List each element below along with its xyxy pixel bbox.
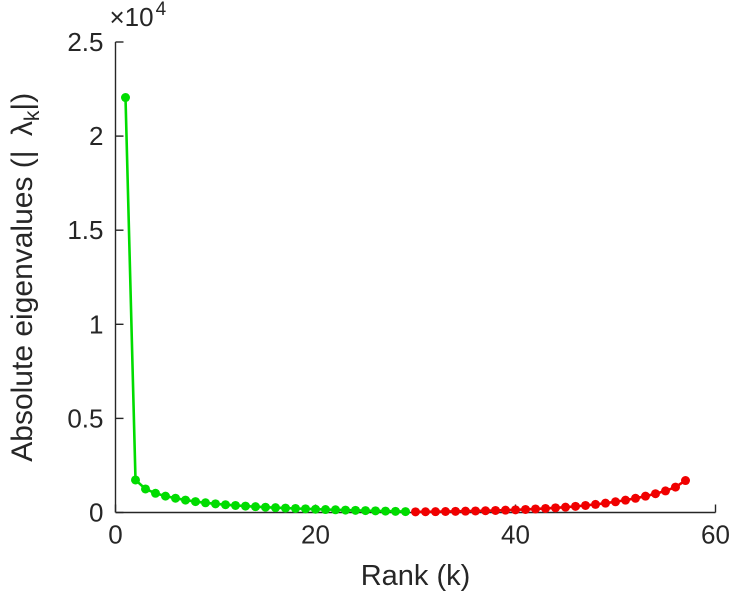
leading-eigenvalues-green-point	[211, 499, 220, 509]
leading-eigenvalues-green-point	[261, 502, 270, 512]
leading-eigenvalues-green-point	[301, 504, 310, 514]
leading-eigenvalues-green-point	[161, 491, 170, 501]
leading-eigenvalues-green-point	[171, 493, 180, 503]
trailing-eigenvalues-red-point	[571, 501, 580, 511]
y-tick-label: 1.5	[67, 215, 103, 245]
axes-layer: 0 20 40 60 0 0.5 1 1.5 2 2.5	[67, 27, 730, 550]
trailing-eigenvalues-red-point	[551, 503, 560, 513]
trailing-eigenvalues-red-point	[621, 495, 630, 505]
x-tick-label: 20	[301, 520, 330, 550]
trailing-eigenvalues-red-point	[421, 507, 430, 517]
leading-eigenvalues-green-line	[124, 96, 407, 513]
leading-eigenvalues-green-point	[131, 475, 140, 485]
leading-eigenvalues-green-point	[291, 503, 300, 513]
trailing-eigenvalues-red-point	[471, 506, 480, 516]
trailing-eigenvalues-red-point	[541, 503, 550, 513]
leading-eigenvalues-green-point	[121, 93, 130, 103]
labels-layer: Rank (k) Absolute eigenvalues (| λk|) ×10 4	[6, 0, 470, 592]
trailing-eigenvalues-red-point	[461, 506, 470, 516]
leading-eigenvalues-green-point	[401, 507, 410, 517]
y-tick-label: 0.5	[67, 403, 103, 433]
trailing-eigenvalues-red	[411, 476, 690, 517]
leading-eigenvalues-green-point	[381, 506, 390, 516]
x-tick-label: 40	[501, 520, 530, 550]
trailing-eigenvalues-red-point	[591, 499, 600, 509]
trailing-eigenvalues-red-point	[431, 507, 440, 517]
trailing-eigenvalues-red-point	[641, 491, 650, 501]
trailing-eigenvalues-red-point	[601, 498, 610, 508]
trailing-eigenvalues-red-point	[491, 505, 500, 515]
x-tick-label: 60	[701, 520, 730, 550]
trailing-eigenvalues-red-point	[631, 493, 640, 503]
leading-eigenvalues-green-point	[141, 484, 150, 494]
trailing-eigenvalues-red-line	[414, 479, 687, 514]
trailing-eigenvalues-red-point	[581, 500, 590, 510]
trailing-eigenvalues-red-point	[481, 506, 490, 516]
leading-eigenvalues-green-point	[361, 506, 370, 516]
trailing-eigenvalues-red-point	[671, 482, 680, 492]
series-layer	[121, 93, 690, 517]
trailing-eigenvalues-red-point	[411, 507, 420, 517]
leading-eigenvalues-green-point	[371, 506, 380, 516]
leading-eigenvalues-green-point	[281, 503, 290, 513]
trailing-eigenvalues-red-point	[651, 489, 660, 499]
y-tick-label: 1	[89, 309, 103, 339]
leading-eigenvalues-green-point	[221, 500, 230, 510]
trailing-eigenvalues-red-point	[441, 507, 450, 517]
trailing-eigenvalues-red-point	[531, 504, 540, 514]
y-tick-label: 0	[89, 498, 103, 528]
leading-eigenvalues-green-point	[191, 497, 200, 507]
leading-eigenvalues-green-point	[231, 500, 240, 510]
y-axis-label: Absolute eigenvalues (| λk|)	[6, 93, 44, 462]
leading-eigenvalues-green-point	[331, 505, 340, 515]
trailing-eigenvalues-red-point	[661, 486, 670, 496]
leading-eigenvalues-green-point	[151, 488, 160, 498]
trailing-eigenvalues-red-point	[681, 476, 690, 486]
leading-eigenvalues-green-point	[241, 501, 250, 511]
leading-eigenvalues-green-point	[181, 495, 190, 505]
trailing-eigenvalues-red-point	[501, 505, 510, 515]
trailing-eigenvalues-red-point	[511, 505, 520, 515]
leading-eigenvalues-green-point	[351, 505, 360, 515]
y-axis-exponent-label: ×10 4	[110, 0, 167, 32]
leading-eigenvalues-green-point	[321, 505, 330, 515]
y-tick-label: 2	[89, 121, 103, 151]
trailing-eigenvalues-red-point	[561, 502, 570, 512]
leading-eigenvalues-green-point	[201, 498, 210, 508]
leading-eigenvalues-green	[121, 93, 410, 517]
trailing-eigenvalues-red-point	[521, 504, 530, 514]
leading-eigenvalues-green-point	[391, 506, 400, 516]
leading-eigenvalues-green-point	[341, 505, 350, 515]
leading-eigenvalues-green-point	[251, 502, 260, 512]
x-tick-label: 0	[108, 520, 122, 550]
trailing-eigenvalues-red-point	[611, 497, 620, 507]
leading-eigenvalues-green-point	[311, 504, 320, 514]
y-tick-label: 2.5	[67, 27, 103, 57]
trailing-eigenvalues-red-point	[451, 506, 460, 516]
leading-eigenvalues-green-point	[271, 503, 280, 513]
x-axis-label: Rank (k)	[361, 560, 471, 592]
